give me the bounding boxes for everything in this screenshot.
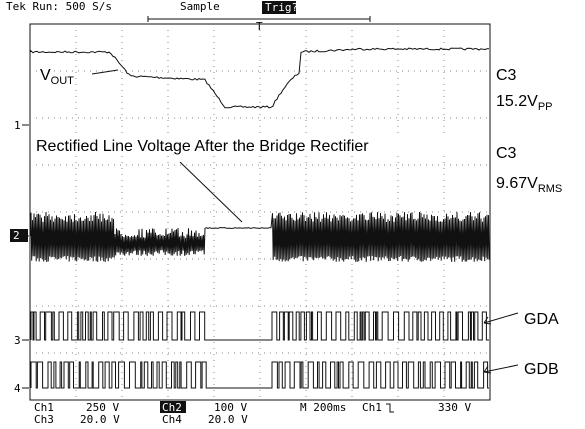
label-bg — [34, 134, 478, 156]
meas-channel: C3 — [496, 67, 517, 84]
ch-marker: 4 — [14, 382, 21, 395]
ch-marker: 2 — [13, 229, 20, 242]
mode: Sample — [180, 0, 220, 13]
vout-trace — [30, 47, 489, 109]
channel-markers: 1 2 3 4 — [10, 119, 29, 395]
vout-main: V — [40, 67, 51, 84]
meas-number: 9.67V — [496, 175, 538, 192]
status: Tek Run: 500 S/s — [6, 0, 112, 13]
trigger-state: Trig? — [265, 1, 298, 14]
slope-icon — [386, 403, 394, 413]
gdb-trace — [30, 361, 489, 389]
footer: Ch1 250 V Ch2 100 V M 200ms Ch1 330 V Ch… — [34, 401, 471, 426]
vout-label: VOUT — [40, 67, 74, 87]
meas-unit: PP — [538, 101, 553, 113]
footer-text: 20.0 V — [80, 413, 120, 426]
vout-sub: OUT — [51, 75, 75, 87]
footer-text: M 200ms — [300, 401, 346, 414]
rectified-arrow — [179, 161, 243, 223]
footer-text: Ch2 — [162, 401, 182, 414]
ch-marker-box — [10, 229, 28, 242]
trigger-marker: T — [256, 20, 263, 33]
signal-label: GDB — [524, 361, 559, 378]
footer-text: Ch3 — [34, 413, 54, 426]
meas-value: 9.67VRMS — [496, 175, 562, 195]
meas-number: 15.2V — [496, 93, 538, 110]
ch-marker: 3 — [14, 334, 21, 347]
record-bracket — [147, 16, 371, 22]
footer-text: 20.0 V — [208, 413, 248, 426]
rectified-label: Rectified Line Voltage After the Bridge … — [36, 138, 369, 155]
footer-text: Ch1 — [34, 401, 54, 414]
footer-text: 250 V — [86, 401, 119, 414]
meas-value: 15.2VPP — [496, 93, 553, 113]
marker-ticks — [22, 124, 29, 389]
footer-text: 330 V — [438, 401, 471, 414]
waveforms — [30, 47, 490, 389]
screen — [29, 23, 491, 401]
vout-arrow — [91, 69, 119, 75]
footer-text: 100 V — [214, 401, 247, 414]
meas-channel: C3 — [496, 145, 517, 162]
ch2-box — [160, 401, 186, 413]
signal-label: GDA — [524, 311, 559, 328]
footer-text: Ch1 — [362, 401, 382, 414]
trigger-box — [262, 1, 296, 14]
graticule — [30, 24, 490, 400]
meas-unit: RMS — [538, 183, 562, 195]
gda-trace — [30, 311, 489, 341]
rectified-trace — [30, 211, 490, 263]
ch-marker: 1 — [14, 119, 21, 132]
footer-text: Ch4 — [162, 413, 182, 426]
signal-arrows — [483, 312, 519, 374]
